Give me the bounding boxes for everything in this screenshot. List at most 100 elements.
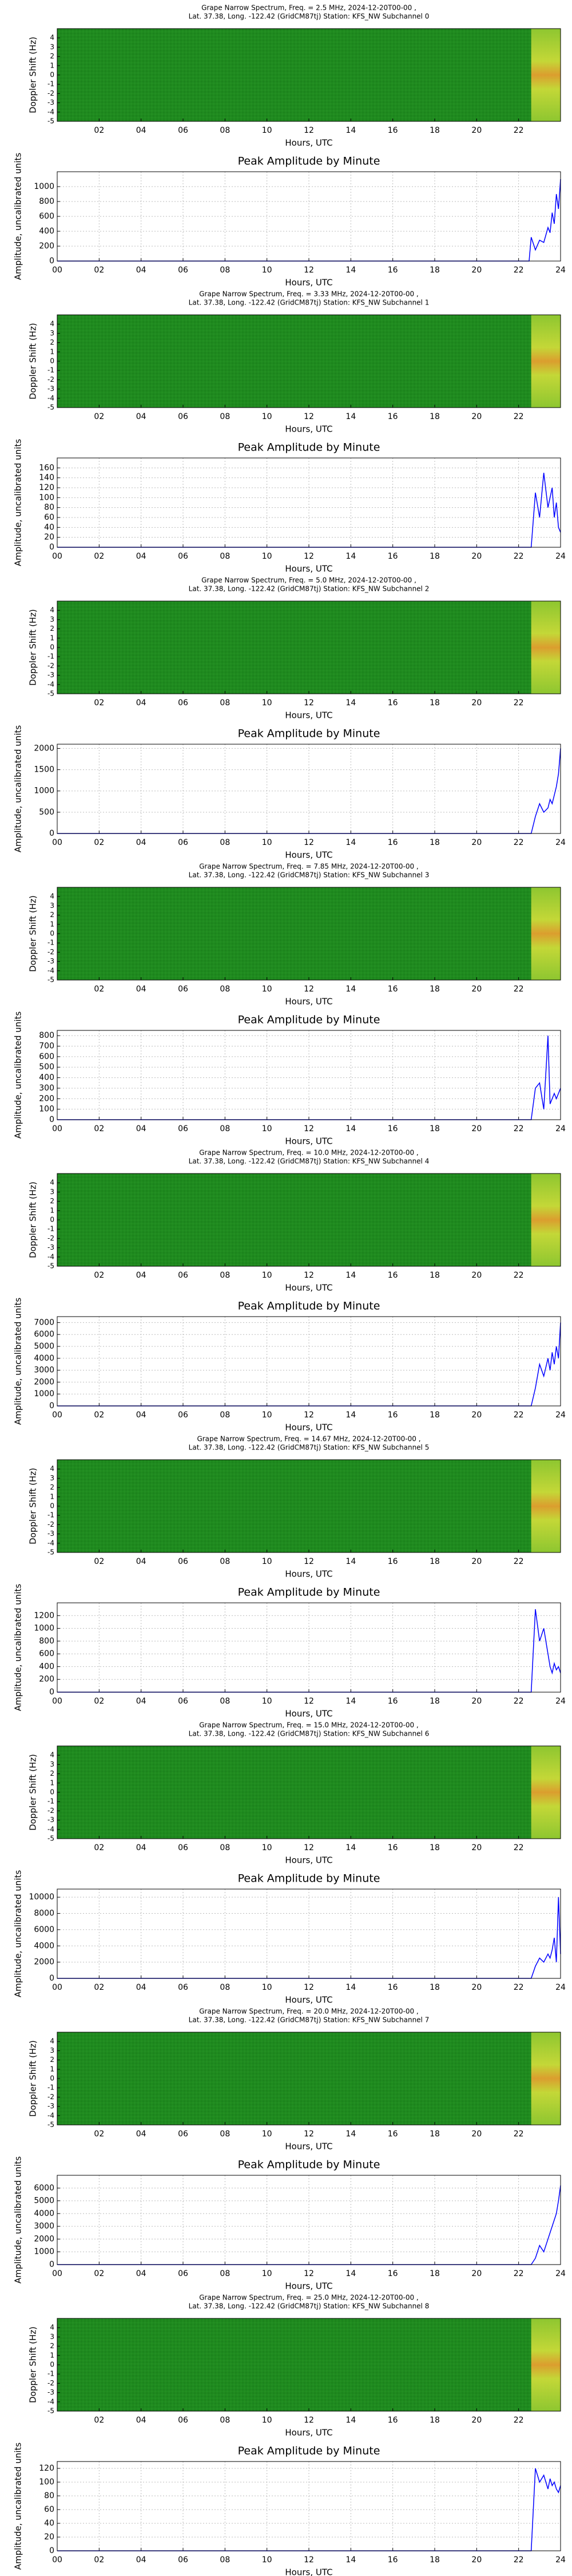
chart-title: Peak Amplitude by Minute: [238, 155, 380, 168]
x-tick-label: 06: [178, 2269, 188, 2278]
x-tick-label: 00: [52, 2555, 62, 2565]
y-tick-label: 500: [39, 808, 54, 817]
x-tick-label: 08: [220, 698, 230, 708]
x-tick-label: 24: [555, 1697, 566, 1706]
y-tick-label: -5: [47, 2121, 54, 2129]
x-tick-label: 02: [94, 1271, 104, 1280]
x-tick-label: 08: [220, 985, 230, 994]
spectrogram-signal: [531, 1746, 561, 1839]
x-tick-label: 16: [388, 838, 398, 847]
chart-subtitle: Lat. 37.38, Long. -122.42 (GridCM87tj) S…: [189, 299, 430, 307]
x-tick-label: 08: [220, 1843, 230, 1852]
x-tick-label: 00: [52, 552, 62, 561]
y-tick-label: -1: [47, 2084, 54, 2092]
x-axis-label: Hours, UTC: [285, 1709, 332, 1719]
chart-subtitle: Lat. 37.38, Long. -122.42 (GridCM87tj) S…: [189, 2016, 430, 2024]
x-tick-label: 10: [262, 412, 272, 421]
spectrogram-signal: [531, 1460, 561, 1552]
y-tick-label: 3000: [34, 2222, 54, 2231]
y-tick-label: 4: [50, 34, 54, 42]
x-axis-label: Hours, UTC: [285, 424, 332, 434]
spectrogram-signal: [531, 601, 561, 694]
x-tick-label: 04: [136, 698, 146, 708]
x-tick-label: 04: [136, 126, 146, 135]
x-tick-label: 22: [514, 1124, 524, 1133]
x-tick-label: 22: [514, 838, 524, 847]
y-tick-label: 100: [39, 2478, 54, 2487]
plot-frame: [57, 2175, 561, 2265]
y-axis-label: Doppler Shift (Hz): [28, 1182, 38, 1258]
y-tick-label: 8000: [34, 1909, 54, 1918]
y-tick-label: -4: [47, 108, 54, 116]
x-tick-label: 10: [262, 1411, 272, 1420]
y-tick-label: 1: [50, 1492, 54, 1500]
y-tick-label: 0: [50, 1788, 54, 1796]
y-tick-label: -5: [47, 1262, 54, 1270]
x-tick-label: 12: [304, 412, 314, 421]
plot-background: [57, 458, 561, 547]
spectrogram-signal: [531, 1174, 561, 1266]
plot-frame: [57, 887, 561, 981]
y-tick-label: -4: [47, 394, 54, 402]
y-tick-label: 0: [50, 643, 54, 651]
plot-background: [57, 1317, 561, 1406]
x-tick-label: 18: [430, 126, 440, 135]
y-tick-label: -2: [47, 89, 54, 97]
chart-title: Grape Narrow Spectrum, Freq. = 10.0 MHz,…: [199, 1149, 418, 1157]
x-tick-label: 04: [136, 985, 146, 994]
x-tick-label: 10: [262, 838, 272, 847]
y-tick-label: 80: [44, 503, 54, 512]
x-tick-label: 08: [220, 2555, 230, 2565]
x-tick-label: 06: [178, 412, 188, 421]
x-tick-label: 18: [430, 838, 440, 847]
plot-background: [57, 2175, 561, 2265]
x-axis-label: Hours, UTC: [285, 1283, 332, 1293]
x-tick-label: 12: [304, 698, 314, 708]
y-tick-label: -4: [47, 966, 54, 974]
y-tick-label: -5: [47, 404, 54, 412]
y-axis-label: Amplitude, uncalibrated units: [13, 1584, 23, 1712]
x-tick-label: 20: [471, 985, 482, 994]
x-axis-label: Hours, UTC: [285, 850, 332, 860]
chart-subtitle: Lat. 37.38, Long. -122.42 (GridCM87tj) S…: [189, 13, 430, 21]
x-tick-label: 24: [555, 2269, 566, 2278]
chart-title: Grape Narrow Spectrum, Freq. = 15.0 MHz,…: [199, 1721, 418, 1729]
y-axis-label: Doppler Shift (Hz): [28, 37, 38, 113]
y-tick-label: 10000: [29, 1893, 54, 1902]
y-tick-label: 2000: [34, 1958, 54, 1967]
x-tick-label: 04: [136, 1983, 146, 1992]
chart-subtitle: Lat. 37.38, Long. -122.42 (GridCM87tj) S…: [189, 585, 430, 593]
x-tick-label: 10: [262, 1271, 272, 1280]
y-tick-label: 100: [39, 493, 54, 502]
x-tick-label: 22: [514, 2416, 524, 2425]
y-tick-label: 6000: [34, 1925, 54, 1934]
y-tick-label: -4: [47, 1825, 54, 1833]
y-tick-label: 1000: [34, 2247, 54, 2257]
x-tick-label: 00: [52, 1983, 62, 1992]
y-tick-label: -3: [47, 957, 54, 965]
x-tick-label: 00: [52, 1124, 62, 1133]
x-tick-label: 00: [52, 838, 62, 847]
x-tick-label: 06: [178, 2416, 188, 2425]
x-tick-label: 04: [136, 266, 146, 275]
x-tick-label: 12: [304, 1271, 314, 1280]
x-axis-label: Hours, UTC: [285, 997, 332, 1007]
x-tick-label: 20: [471, 126, 482, 135]
y-tick-label: 200: [39, 1675, 54, 1684]
x-tick-label: 24: [555, 1983, 566, 1992]
y-tick-label: 0: [50, 71, 54, 79]
chart-title: Peak Amplitude by Minute: [238, 2159, 380, 2171]
plot-frame: [57, 1316, 561, 1406]
x-tick-label: 08: [220, 1124, 230, 1133]
chart-title: Peak Amplitude by Minute: [238, 441, 380, 454]
x-tick-label: 00: [52, 266, 62, 275]
x-tick-label: 20: [471, 1557, 482, 1566]
plot-frame: [57, 457, 561, 548]
y-tick-label: 2: [50, 1483, 54, 1491]
y-tick-label: 2: [50, 625, 54, 633]
x-tick-label: 16: [388, 2129, 398, 2139]
x-tick-label: 16: [388, 126, 398, 135]
y-tick-label: 3000: [34, 1366, 54, 1375]
y-tick-label: 0: [49, 1688, 54, 1697]
